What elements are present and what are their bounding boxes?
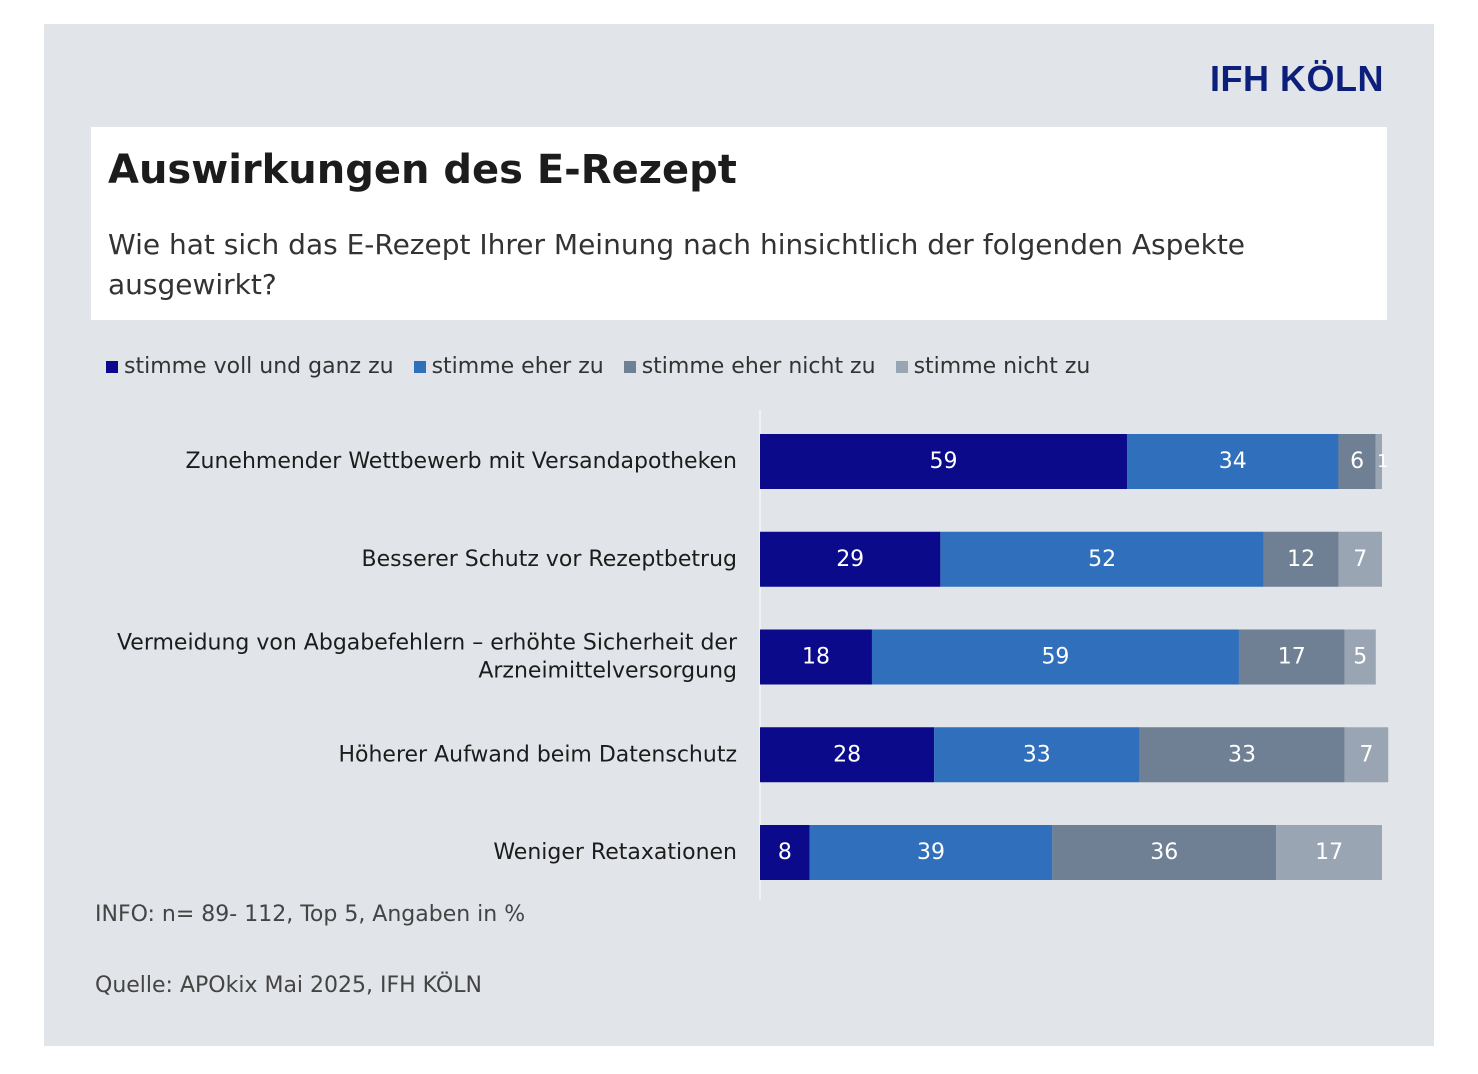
bar-segment — [760, 531, 941, 587]
data-label: 34 — [1219, 449, 1247, 474]
chart-legend: stimme voll und ganz zu stimme eher zu sti… — [106, 354, 1110, 379]
data-label: 59 — [929, 449, 957, 474]
category-label: Zunehmender Wettbewerb mit Versandapothe… — [185, 449, 737, 474]
info-note: INFO: n= 89- 112, Top 5, Angaben in % — [95, 902, 526, 927]
bar-segment — [1139, 727, 1345, 783]
legend-swatch — [106, 360, 118, 373]
legend-label: stimme nicht zu — [913, 354, 1091, 379]
data-label: 7 — [1359, 742, 1373, 767]
bar-segment — [940, 531, 1264, 587]
legend-item-4: stimme nicht zu — [895, 354, 1091, 379]
data-label: 33 — [1228, 742, 1256, 767]
brand-logo: IFH KÖLN — [1210, 58, 1384, 99]
chart-title: Auswirkungen des E-Rezept — [108, 147, 737, 193]
data-label: 1 — [1377, 451, 1388, 472]
data-label: 18 — [802, 645, 830, 670]
legend-item-3: stimme eher nicht zu — [623, 354, 876, 379]
bar-segment — [760, 727, 935, 783]
title-box: Auswirkungen des E-Rezept Wie hat sich d… — [91, 127, 1387, 320]
bar-segment — [1238, 629, 1345, 685]
data-label: 8 — [778, 840, 792, 865]
data-label: 29 — [836, 547, 864, 572]
data-label: 12 — [1287, 547, 1315, 572]
bar-segment — [760, 629, 872, 685]
data-label: 33 — [1023, 742, 1051, 767]
bar-segment — [760, 825, 810, 880]
bar-segment — [1276, 825, 1382, 880]
data-label: 5 — [1353, 645, 1367, 670]
legend-label: stimme eher nicht zu — [641, 354, 876, 379]
bar-segment — [1344, 727, 1389, 783]
bar-segment — [1126, 434, 1339, 489]
data-label: 17 — [1315, 840, 1343, 865]
bar-segment — [809, 825, 1053, 880]
legend-swatch — [895, 360, 908, 373]
bar-segment — [1052, 825, 1277, 880]
bar-segment — [760, 434, 1127, 489]
bar-segment — [1375, 434, 1382, 489]
data-label: 36 — [1150, 840, 1178, 865]
bar-segment — [1263, 531, 1339, 587]
category-label: Höherer Aufwand beim Datenschutz — [338, 742, 737, 767]
chart-subtitle: Wie hat sich das E-Rezept Ihrer Meinung … — [108, 228, 1246, 301]
bar-segment — [871, 629, 1239, 685]
legend-swatch — [623, 360, 636, 373]
category-label: Weniger Retaxationen — [493, 840, 737, 865]
category-label: Besserer Schutz vor Rezeptbetrug — [362, 547, 737, 572]
data-label: 39 — [917, 840, 945, 865]
data-label: 7 — [1353, 547, 1367, 572]
legend-swatch — [413, 360, 426, 373]
legend-label: stimme eher zu — [431, 354, 604, 379]
data-label: 28 — [833, 742, 861, 767]
data-label: 17 — [1278, 645, 1306, 670]
legend-item-1: stimme voll und ganz zu — [106, 354, 394, 379]
data-label: 59 — [1041, 645, 1069, 670]
category-label: Vermeidung von Abgabefehlern – erhöhte S… — [117, 631, 738, 684]
data-label: 6 — [1350, 449, 1364, 474]
bar-segment — [1338, 434, 1376, 489]
bar-segment — [1344, 629, 1376, 685]
legend-item-2: stimme eher zu — [413, 354, 604, 379]
source-note: Quelle: APOkix Mai 2025, IFH KÖLN — [95, 973, 482, 998]
data-label: 52 — [1088, 547, 1116, 572]
legend-label: stimme voll und ganz zu — [124, 354, 394, 379]
bar-segment — [1338, 531, 1382, 587]
bar-segment — [934, 727, 1140, 783]
